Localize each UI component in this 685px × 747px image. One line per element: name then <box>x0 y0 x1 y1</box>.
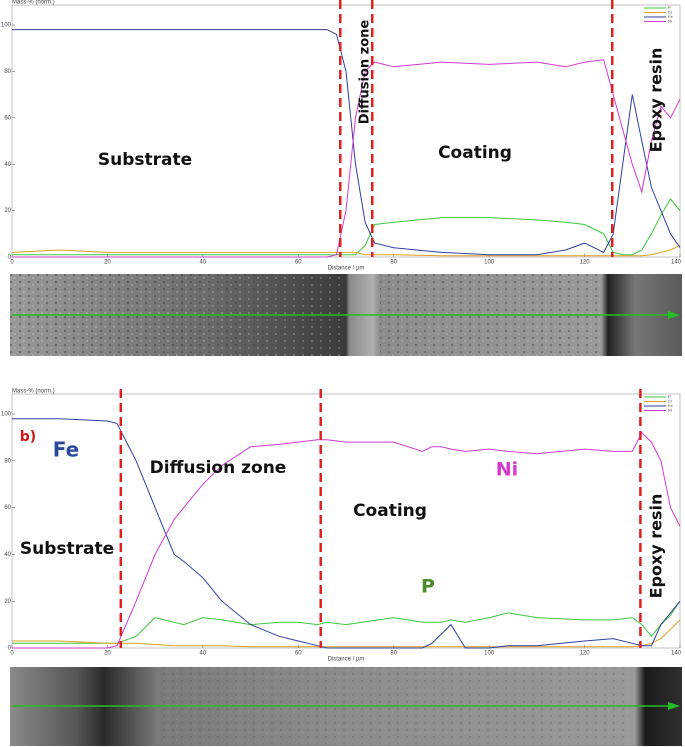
x-tick-label: 60 <box>295 651 302 657</box>
y-tick-label: 60 <box>4 505 11 511</box>
x-tick-label: 120 <box>580 651 591 657</box>
x-tick-label: 140 <box>671 651 682 657</box>
y-tick-label: 80 <box>4 69 11 75</box>
series-line <box>12 418 681 649</box>
y-tick-label: 0 <box>8 646 12 652</box>
y-tick-label: 80 <box>4 458 11 464</box>
x-tick-label: 120 <box>580 260 591 266</box>
sem-image-bottom <box>10 667 682 746</box>
y-tick-label: 40 <box>4 162 11 168</box>
legend-label: Cr <box>668 399 673 404</box>
y-tick-label: 20 <box>4 208 11 214</box>
annotation: Coating <box>353 501 427 521</box>
axis-title: Mass-% (norm.) <box>12 0 55 6</box>
y-tick-label: 0 <box>8 255 12 261</box>
x-tick-label: 100 <box>484 260 495 266</box>
series-line <box>12 600 681 644</box>
x-tick-label: 20 <box>104 651 111 657</box>
x-tick-label: 60 <box>295 260 302 266</box>
y-tick-label: 100 <box>1 23 12 29</box>
annotation: Coating <box>438 143 512 163</box>
x-tick-label: 40 <box>200 651 207 657</box>
legend-label: Ni <box>668 408 672 413</box>
y-tick-label: 40 <box>4 552 11 558</box>
y-tick-label: 60 <box>4 115 11 121</box>
series-line <box>12 431 681 649</box>
annotation: b) <box>20 429 36 445</box>
x-tick-label: 100 <box>484 651 495 657</box>
legend-label: P <box>668 5 671 10</box>
x-tick-label: 80 <box>390 260 397 266</box>
series-line <box>12 29 681 256</box>
x-tick-label: 0 <box>10 260 14 266</box>
series-line <box>11 244 681 257</box>
x-tick-label: 0 <box>10 651 14 657</box>
legend-label: Cr <box>668 10 673 15</box>
x-tick-label: 140 <box>671 260 682 266</box>
x-tick-label: 80 <box>390 651 397 657</box>
x-axis-label: Distance / µm <box>328 657 365 663</box>
legend-label: Ni <box>668 19 672 24</box>
x-tick-label: 20 <box>104 260 111 266</box>
sem-image-top <box>10 274 682 356</box>
y-tick-label: 100 <box>1 412 12 418</box>
annotation: P <box>421 576 435 598</box>
legend-label: P <box>668 394 671 399</box>
x-tick-label: 40 <box>200 260 207 266</box>
annotation: Diffusion zone <box>358 20 373 125</box>
annotation: Substrate <box>20 539 114 559</box>
annotation: Diffusion zone <box>150 458 287 478</box>
annotation: Epoxy resin <box>647 494 666 599</box>
annotation: Substrate <box>98 150 192 170</box>
series-line <box>12 59 681 258</box>
annotation: Epoxy resin <box>647 48 666 153</box>
y-tick-label: 20 <box>4 599 11 605</box>
axis-title: Mass-% (norm.) <box>12 389 55 395</box>
plot-frame <box>11 4 681 258</box>
annotation: Ni <box>496 459 518 481</box>
series-line <box>12 619 681 648</box>
plot-frame <box>11 393 681 649</box>
x-axis-label: Distance / µm <box>328 266 365 272</box>
series-line <box>12 198 681 256</box>
legend-label: Fe <box>668 403 673 408</box>
legend-label: Fe <box>668 14 673 19</box>
annotation: Fe <box>53 438 79 462</box>
